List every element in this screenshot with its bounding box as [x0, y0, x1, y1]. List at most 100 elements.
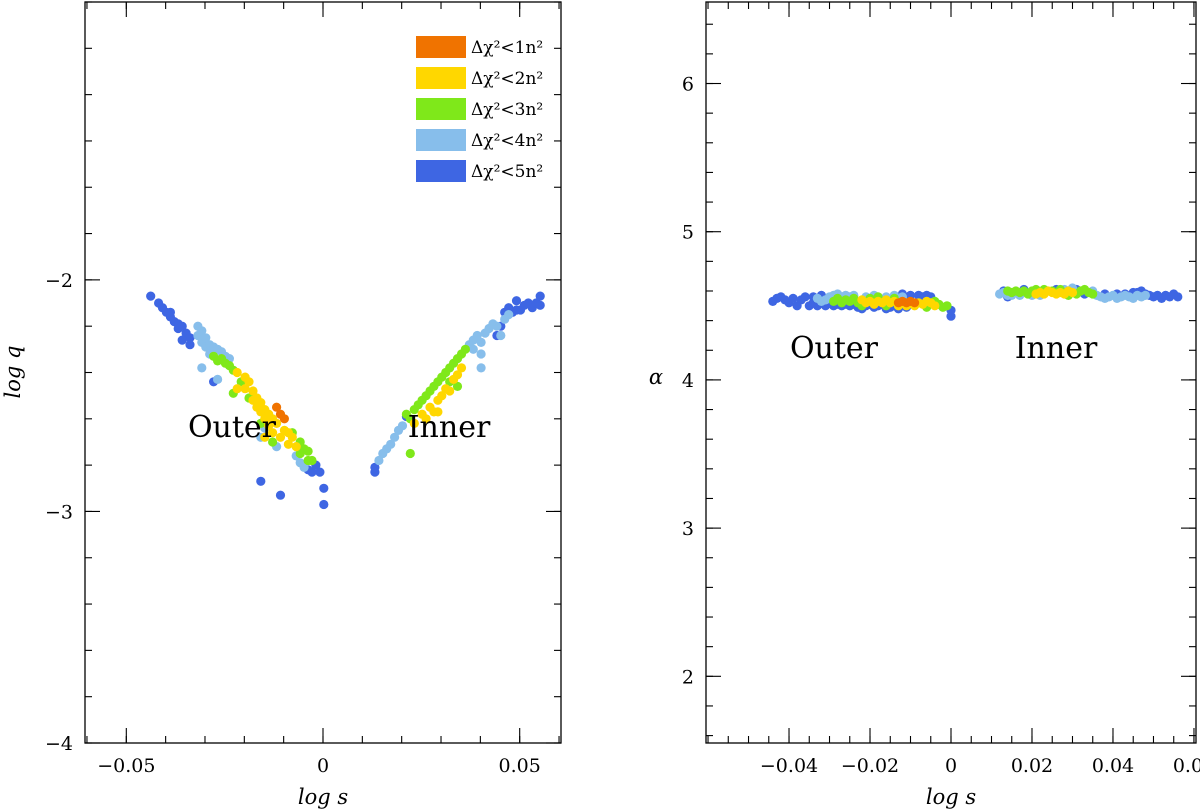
left-data-point	[177, 321, 187, 331]
right-data-point	[1088, 289, 1098, 299]
left-x-tick-label: −0.05	[97, 755, 155, 777]
left-data-point	[279, 414, 289, 424]
left-data-point	[319, 483, 329, 493]
left-data-point	[456, 363, 467, 373]
left-data-point	[272, 402, 282, 412]
left-data-point	[248, 386, 258, 396]
left-data-point	[476, 337, 486, 347]
right-data-point	[930, 301, 940, 311]
left-axis-ticks: −0.05 0 0.05 −4 −3 −2	[45, 1, 561, 777]
legend-label: Δχ²<3n²	[471, 100, 543, 120]
right-data-point	[1067, 287, 1078, 298]
legend-label: Δχ²<2n²	[471, 69, 543, 89]
left-data-points	[146, 291, 545, 510]
right-x-tick-label: −0.02	[841, 755, 899, 777]
left-data-point	[264, 421, 274, 431]
right-x-tick-label: 0.04	[1092, 755, 1134, 777]
left-data-point	[421, 414, 431, 424]
left-data-point	[244, 377, 254, 387]
left-outer-label: Outer	[188, 410, 277, 445]
legend-label: Δχ²<5n²	[471, 162, 543, 182]
left-y-axis-label: log q	[1, 346, 25, 399]
left-data-point	[287, 432, 297, 442]
left-data-point	[268, 437, 278, 447]
left-data-point	[291, 442, 301, 452]
right-data-point	[942, 301, 952, 311]
right-plot-frame	[705, 1, 1197, 744]
legend-swatch	[416, 67, 466, 89]
right-x-tick-label: 0.02	[1011, 755, 1053, 777]
left-data-point	[445, 386, 455, 396]
left-data-point	[256, 476, 266, 486]
left-data-point	[275, 490, 286, 500]
left-data-point	[504, 310, 514, 320]
legend-swatch	[416, 98, 466, 120]
legend-swatch	[416, 36, 466, 58]
left-data-point	[535, 291, 545, 301]
left-data-point	[256, 398, 266, 408]
left-data-point	[268, 428, 278, 438]
right-data-points	[768, 283, 1183, 321]
left-data-point	[303, 446, 313, 456]
left-data-point	[390, 432, 400, 442]
left-x-tick-label: 0.05	[499, 755, 541, 777]
left-data-point	[177, 335, 187, 345]
left-data-point	[201, 333, 211, 343]
right-data-point	[910, 298, 920, 308]
right-data-point	[788, 293, 798, 303]
right-data-point	[1173, 292, 1183, 302]
legend-swatch	[416, 129, 466, 151]
right-y-axis-label: α	[649, 365, 663, 389]
right-y-tick-label: 6	[682, 74, 694, 96]
left-inner-label: Inner	[408, 410, 491, 445]
left-data-point	[185, 340, 195, 350]
left-data-point	[452, 381, 463, 391]
left-data-point	[232, 384, 242, 394]
left-data-point	[476, 349, 486, 359]
left-data-point	[433, 407, 443, 417]
left-data-point	[165, 307, 175, 317]
right-inner-label: Inner	[1015, 331, 1098, 366]
right-x-tick-label: −0.04	[760, 755, 818, 777]
left-y-tick-label: −3	[45, 501, 73, 523]
left-y-tick-label: −4	[45, 733, 73, 755]
left-data-point	[374, 455, 384, 466]
right-y-tick-label: 4	[682, 370, 694, 392]
left-data-point	[472, 330, 482, 341]
left-data-point	[307, 455, 317, 466]
right-x-tick-label: 0.06	[1173, 755, 1200, 777]
right-axis-ticks: −0.04 −0.02 0 0.02 0.04 0.06 2 3 4 5 6	[682, 2, 1200, 777]
left-data-point	[213, 374, 223, 384]
left-data-point	[260, 432, 270, 442]
legend-label: Δχ²<1n²	[471, 38, 543, 58]
left-data-point	[535, 300, 545, 310]
left-data-point	[370, 462, 380, 472]
left-data-point	[409, 418, 419, 428]
legend-swatch	[416, 160, 466, 182]
left-data-point	[272, 418, 282, 428]
left-data-point	[386, 439, 396, 449]
legend-label: Δχ²<4n²	[471, 131, 543, 151]
right-data-point	[800, 292, 810, 302]
left-data-point	[496, 330, 506, 341]
left-data-point	[307, 467, 317, 477]
left-data-point	[492, 321, 502, 331]
left-data-point	[197, 326, 207, 336]
left-data-point	[405, 448, 415, 459]
left-data-point	[283, 439, 293, 449]
left-panel: −0.05 0 0.05−4−3−2 Δχ²<1n²Δχ²<2n²Δχ²<3n²Δχ…	[1, 1, 562, 809]
right-y-tick-label: 5	[682, 222, 694, 244]
left-x-axis-label: log s	[298, 785, 348, 809]
left-data-point	[476, 363, 486, 373]
right-y-tick-label: 3	[682, 518, 694, 540]
right-x-tick-label: 0	[945, 755, 957, 777]
left-data-point	[315, 467, 325, 477]
left-y-tick-label: −2	[45, 270, 73, 292]
right-x-axis-label: log s	[926, 785, 976, 809]
left-data-point	[185, 333, 195, 343]
left-data-point	[460, 344, 470, 354]
left-data-point	[397, 421, 408, 431]
right-y-tick-label: 2	[682, 666, 694, 688]
legend: Δχ²<1n² Δχ²<2n² Δχ²<3n² Δχ²<4n² Δχ²<5n²	[416, 36, 543, 182]
